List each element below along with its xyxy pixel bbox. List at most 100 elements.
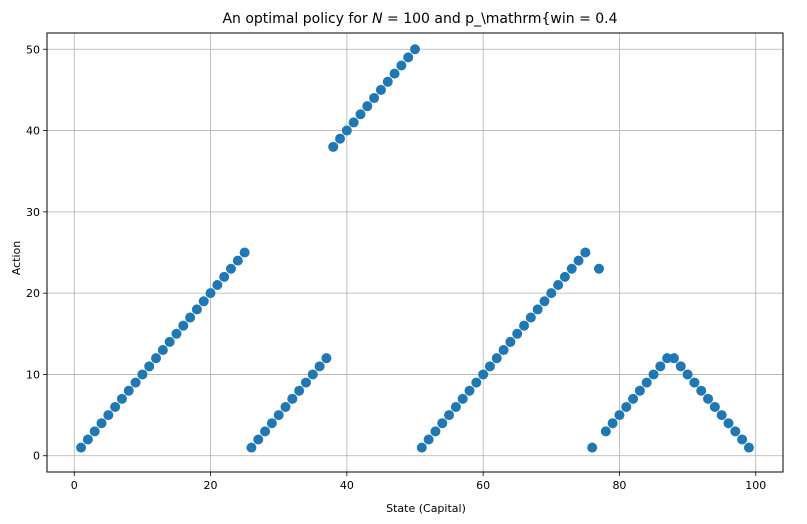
data-point [559,271,570,282]
data-point [76,442,87,453]
data-point [219,271,230,282]
data-point [123,385,134,396]
data-point [328,141,339,152]
data-point [110,401,121,412]
data-point [96,418,107,429]
data-point [321,353,332,364]
data-point [307,369,318,380]
data-point [614,410,625,421]
x-tick-label: 20 [204,479,218,492]
x-tick-label: 100 [745,479,766,492]
data-point [355,109,366,120]
data-point [300,377,311,388]
data-point [239,247,250,258]
chart-title: An optimal policy for N = 100 and p_\mat… [222,11,617,27]
data-point [375,84,386,95]
data-point [675,361,686,372]
data-point [253,434,264,445]
data-point [89,426,100,437]
data-point [246,442,257,453]
data-point [471,377,482,388]
data-point [464,385,475,396]
data-point [703,393,714,404]
data-point [280,401,291,412]
y-tick-label: 40 [26,125,40,138]
data-point [382,76,393,87]
x-tick-label: 0 [71,479,78,492]
x-tick-label: 60 [476,479,490,492]
data-point [457,393,468,404]
data-point [600,426,611,437]
data-point [116,393,127,404]
x-tick-label: 80 [612,479,626,492]
chart-title-var: N [372,11,383,27]
data-point [689,377,700,388]
data-point [130,377,141,388]
data-point [260,426,271,437]
data-point [396,60,407,71]
data-point [423,434,434,445]
data-point [505,336,516,347]
data-point [628,393,639,404]
data-point [416,442,427,453]
data-point [648,369,659,380]
data-point [82,434,93,445]
chart-title-rest: = 100 and p_\mathrm{win = 0.4 [383,11,618,27]
data-point [730,426,741,437]
chart-title-prefix: An optimal policy for [222,11,372,27]
data-point [226,263,236,274]
data-point [641,377,652,388]
data-point [512,328,523,339]
axis-ticks: 0 20 40 60 80 100 0 10 20 30 40 50 [26,43,766,492]
data-point [185,312,196,323]
y-tick-label: 10 [26,368,40,381]
data-point [484,361,495,372]
data-point [682,369,693,380]
data-point [410,44,420,55]
data-point [716,410,727,421]
y-tick-label: 30 [26,206,40,219]
data-point [205,288,216,299]
data-point [403,52,414,63]
data-point [314,361,325,372]
data-point [341,125,352,136]
data-point [389,68,400,79]
data-point [478,369,489,380]
data-point [198,296,209,307]
data-point [573,255,584,266]
data-point [709,401,720,412]
data-point [444,410,455,421]
data-point [723,418,734,429]
data-point [287,393,298,404]
data-point [498,345,509,356]
data-point [164,336,175,347]
data-point [696,385,707,396]
data-point [532,304,543,315]
grid-lines [47,33,783,472]
data-point [539,296,550,307]
data-point [362,101,373,112]
data-point [621,401,632,412]
data-point [519,320,530,331]
data-point [437,418,448,429]
y-tick-label: 0 [33,450,40,463]
data-point [546,288,557,299]
data-point [668,353,679,364]
data-point [335,133,346,144]
y-axis-label: Action [10,241,23,275]
data-point [178,320,189,331]
data-point [655,361,666,372]
data-point [212,280,223,291]
x-tick-label: 40 [340,479,354,492]
data-point [430,426,441,437]
data-point [566,263,577,274]
plot-frame [46,32,784,473]
data-point [151,353,162,364]
data-point [737,434,748,445]
data-point [450,401,461,412]
data-point [144,361,155,372]
data-point [491,353,502,364]
data-point [634,385,645,396]
data-point [232,255,243,266]
